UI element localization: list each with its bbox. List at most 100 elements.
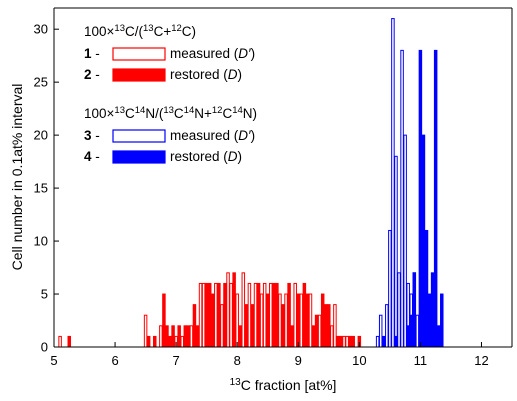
bar-series-3 <box>378 314 383 348</box>
bar-series-3 <box>394 155 398 348</box>
legend-swatch-restored-c <box>112 68 166 82</box>
bar-series-3 <box>415 314 420 348</box>
bar-series-4 <box>409 314 413 348</box>
bar-series-2 <box>275 282 279 348</box>
bar-series-2 <box>327 304 331 348</box>
bar-series-1 <box>229 282 233 348</box>
y-tick-label: 15 <box>34 181 48 196</box>
legend: 100×13C/(13C+12C) 1 - measured (D′) 2 - … <box>84 23 257 165</box>
legend-item-2-label: 2 - <box>84 67 104 82</box>
bar-series-2 <box>320 293 325 348</box>
bar-series-1 <box>269 282 273 348</box>
legend-item-2-text: restored (D) <box>170 67 242 82</box>
bar-series-2 <box>177 325 181 348</box>
bar-series-4 <box>427 293 432 348</box>
bar-series-2 <box>336 335 340 348</box>
legend-item-2: 2 - restored (D) <box>84 67 242 82</box>
bar-series-3 <box>385 304 389 348</box>
bar-series-1 <box>180 335 184 348</box>
bar-series-1 <box>284 293 288 348</box>
bar-series-2 <box>256 282 261 348</box>
x-tick-label: 12 <box>474 353 488 368</box>
bar-series-2 <box>211 293 215 348</box>
x-tick-label: 7 <box>173 353 180 368</box>
legend-item-3: 3 - measured (D′) <box>84 128 255 143</box>
bar-series-3 <box>403 134 407 348</box>
bar-series-3 <box>375 335 380 348</box>
bar-series-1 <box>253 282 258 348</box>
bar-series-4 <box>440 293 444 348</box>
bar-series-1 <box>278 293 282 348</box>
legend-swatch-restored-cn <box>112 150 166 164</box>
bar-series-4 <box>433 49 438 348</box>
bar-series-2 <box>67 335 72 348</box>
bar-series-2 <box>153 335 157 348</box>
x-tick-label: 10 <box>352 353 366 368</box>
bar-series-4 <box>430 272 435 348</box>
bar-series-2 <box>207 282 212 348</box>
bar-series-2 <box>323 304 328 348</box>
bar-series-4 <box>382 335 386 348</box>
x-tick-label: 9 <box>295 353 302 368</box>
bar-series-1 <box>293 282 297 348</box>
y-tick-label: 25 <box>34 75 48 90</box>
bar-series-2 <box>244 304 249 348</box>
bar-series-3 <box>400 49 404 348</box>
legend-item-1-label: 1 - <box>84 46 104 61</box>
bar-series-1 <box>201 282 206 348</box>
bar-series-1 <box>58 335 62 348</box>
bar-series-2 <box>162 293 166 348</box>
bar-series-2 <box>238 325 242 348</box>
bar-series-1 <box>333 304 337 348</box>
y-tick-label: 5 <box>41 287 48 302</box>
bar-series-2 <box>302 282 307 348</box>
x-tick-label: 5 <box>50 353 57 368</box>
bar-series-1 <box>308 293 313 348</box>
y-tick-label: 10 <box>34 234 48 249</box>
bar-series-3 <box>388 229 392 348</box>
legend-group-cn-title: 100×13C14N/(13C14N+12C14N) <box>84 105 257 122</box>
bar-series-1 <box>220 304 224 348</box>
bar-series-2 <box>186 325 191 348</box>
bar-series-1 <box>259 293 264 348</box>
legend-group-c-title: 100×13C/(13C+12C) <box>84 23 196 40</box>
bar-series-1 <box>330 325 334 348</box>
legend-item-4: 4 - restored (D) <box>84 149 242 164</box>
bar-series-1 <box>143 314 148 348</box>
bar-series-1 <box>241 272 246 348</box>
bar-series-2 <box>217 282 221 348</box>
bar-series-4 <box>406 325 410 348</box>
bar-series-2 <box>195 325 200 348</box>
y-axis-title: Cell number in 0.1at% interval <box>9 84 25 271</box>
bar-series-2 <box>165 325 169 348</box>
bar-series-2 <box>311 325 316 348</box>
bar-series-4 <box>421 134 426 348</box>
legend-item-3-label: 3 - <box>84 128 104 143</box>
bar-series-2 <box>168 335 172 348</box>
bar-series-1 <box>247 282 252 348</box>
bar-series-2 <box>272 282 276 348</box>
bar-series-1 <box>342 335 346 348</box>
x-tick-label: 8 <box>234 353 241 368</box>
bar-series-1 <box>198 282 203 348</box>
bar-series-1 <box>226 272 230 348</box>
legend-item-3-text: measured (D′) <box>170 128 255 143</box>
bar-series-2 <box>223 282 227 348</box>
bar-series-2 <box>146 335 151 348</box>
legend-item-1: 1 - measured (D′) <box>84 46 255 61</box>
bar-series-3 <box>391 18 395 348</box>
bar-series-2 <box>204 282 209 348</box>
bar-series-4 <box>394 335 398 348</box>
bar-series-2 <box>192 304 197 348</box>
legend-swatch-measured-c <box>112 47 166 61</box>
bars-layer <box>58 18 444 348</box>
bar-series-4 <box>424 229 429 348</box>
bar-series-1 <box>214 282 218 348</box>
bar-series-2 <box>290 325 294 348</box>
bar-series-1 <box>235 293 239 348</box>
bar-series-2 <box>296 293 301 348</box>
bar-series-2 <box>171 325 175 348</box>
bar-series-2 <box>314 314 319 348</box>
y-tick-label: 0 <box>41 340 48 355</box>
